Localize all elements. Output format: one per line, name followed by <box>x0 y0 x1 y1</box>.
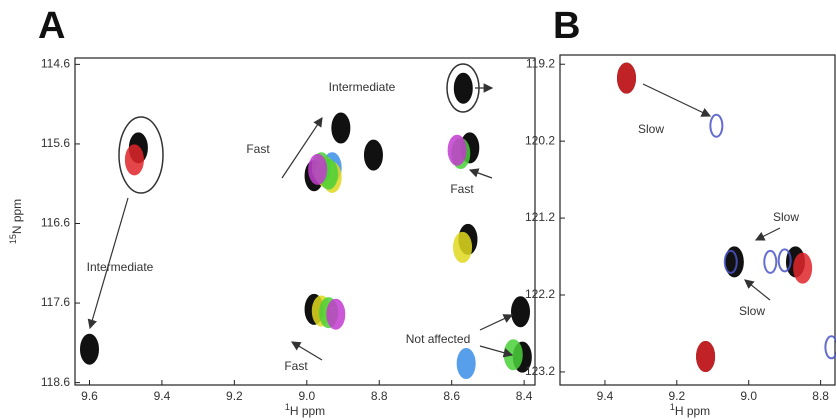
arrow <box>642 83 712 117</box>
annotation: Fast <box>450 182 474 196</box>
peak <box>793 252 813 284</box>
y-tick-label: 116.6 <box>41 216 70 230</box>
peak <box>331 112 351 144</box>
y-label-text: N ppm <box>10 199 24 234</box>
x-tick-label: 8.6 <box>443 389 460 403</box>
peak <box>447 134 467 166</box>
arrow <box>479 345 514 358</box>
plot-frame <box>559 54 836 386</box>
plot-frame <box>74 57 536 386</box>
x-tick-label: 9.6 <box>81 389 98 403</box>
x-label-sup: 1 <box>670 402 675 412</box>
annotation: Intermediate <box>87 260 154 274</box>
peak <box>777 248 792 273</box>
x-tick-label: 9.4 <box>154 389 171 403</box>
peak <box>308 153 328 185</box>
x-tick-label: 9.4 <box>597 389 614 403</box>
panel-label: A <box>38 5 65 47</box>
peak <box>503 339 523 371</box>
x-tick-label: 8.4 <box>516 389 533 403</box>
arrow <box>479 314 514 331</box>
x-axis-label: 1H ppm <box>285 402 325 418</box>
peak <box>617 62 637 94</box>
annotation: Intermediate <box>329 80 396 94</box>
annotation: Slow <box>739 304 765 318</box>
annotation: Fast <box>284 359 308 373</box>
y-tick-label: 118.6 <box>41 375 70 389</box>
peak <box>453 231 473 263</box>
arrow <box>744 279 771 301</box>
y-tick-label: 120.2 <box>525 133 555 147</box>
x-label-text: H ppm <box>675 404 710 418</box>
peak <box>363 139 383 171</box>
y-tick-label: 123.2 <box>525 364 555 378</box>
y-axis-label: 15N ppm <box>8 199 24 244</box>
highlight-ring <box>118 116 164 194</box>
x-tick-label: 9.2 <box>668 389 685 403</box>
x-tick-label: 8.8 <box>812 389 829 403</box>
peak <box>453 72 473 104</box>
annotation: Slow <box>638 122 664 136</box>
peak <box>824 335 836 360</box>
arrow <box>87 197 129 330</box>
arrow <box>281 117 323 179</box>
x-label-sup: 1 <box>285 402 290 412</box>
arrow <box>290 341 323 361</box>
y-tick-label: 114.6 <box>41 57 70 71</box>
peak <box>696 341 716 373</box>
y-tick-label: 121.2 <box>525 210 555 224</box>
annotation: Slow <box>773 210 799 224</box>
peak <box>709 113 724 138</box>
peak <box>326 298 346 330</box>
panel-label: B <box>553 5 580 47</box>
x-tick-label: 8.8 <box>371 389 388 403</box>
y-tick-label: 115.6 <box>41 136 70 150</box>
y-tick-label: 119.2 <box>526 56 555 70</box>
peak <box>723 249 738 274</box>
x-tick-label: 9.0 <box>298 389 315 403</box>
x-label-text: H ppm <box>290 404 325 418</box>
peak <box>456 348 476 380</box>
annotation: Not affected <box>406 332 471 346</box>
x-tick-label: 9.2 <box>226 389 243 403</box>
y-tick-label: 117.6 <box>41 295 70 309</box>
highlight-ring <box>446 63 480 113</box>
peak <box>763 249 778 274</box>
x-axis-label: 1H ppm <box>670 402 710 418</box>
annotation: Fast <box>246 142 270 156</box>
arrow <box>468 168 493 179</box>
peak <box>79 333 99 365</box>
peak <box>511 296 531 328</box>
y-tick-label: 122.2 <box>525 287 555 301</box>
arrow <box>754 227 781 241</box>
peak <box>124 144 144 176</box>
x-tick-label: 9.0 <box>740 389 757 403</box>
y-label-sup: 15 <box>8 234 18 244</box>
